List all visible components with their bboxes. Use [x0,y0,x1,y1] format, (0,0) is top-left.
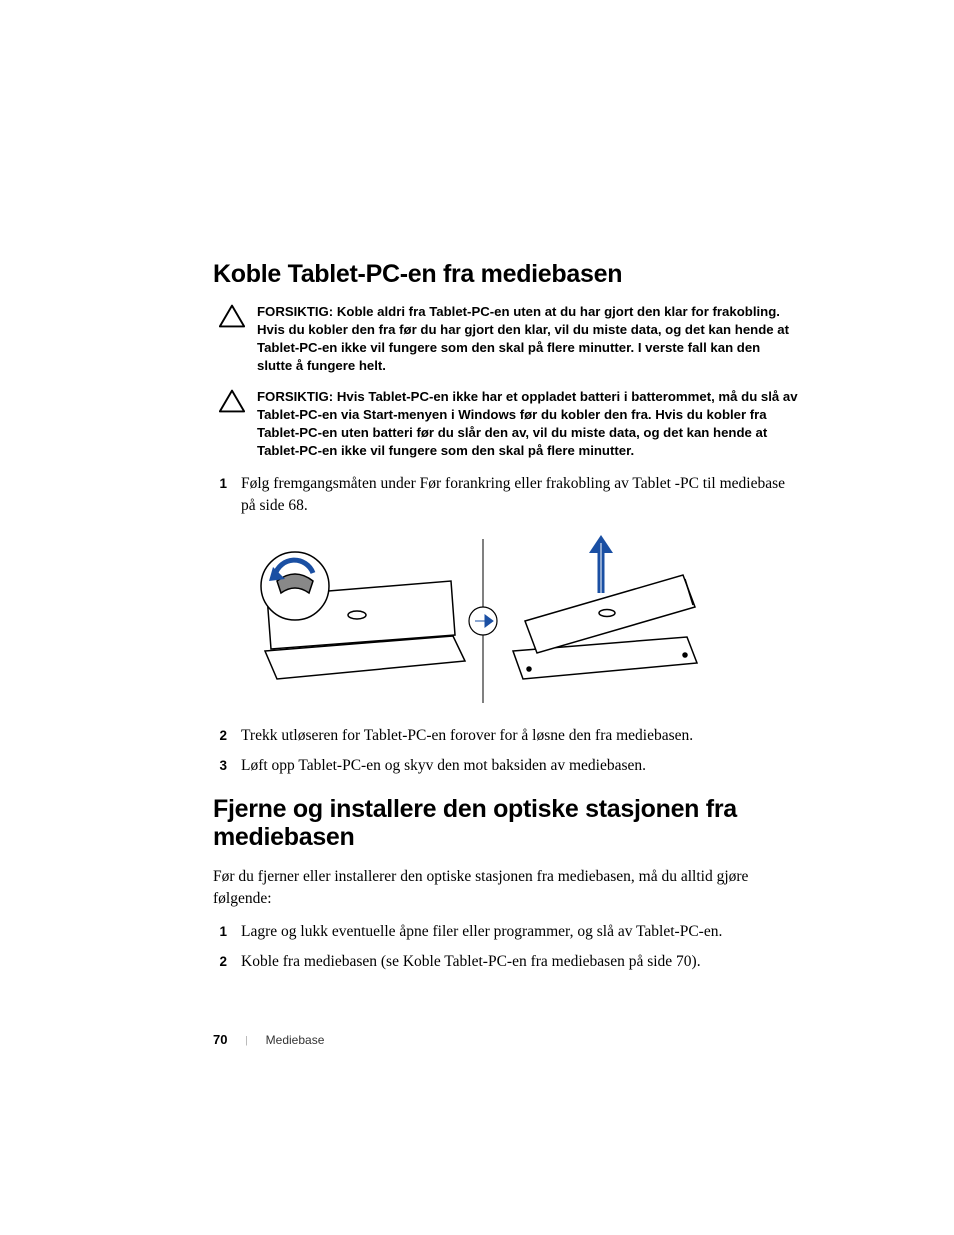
footer-divider: | [245,1034,247,1046]
steps-group-3: 1 Lagre og lukk eventuelle åpne filer el… [213,921,799,973]
step-item: 1 Følg fremgangsmåten under Før forankri… [213,473,799,517]
caution-body: Koble aldri fra Tablet-PC-en uten at du … [257,304,789,374]
undock-diagram [235,531,715,711]
step-number: 2 [213,952,227,971]
step-number: 2 [213,726,227,745]
step-item: 2 Koble fra mediebasen (se Koble Tablet-… [213,951,799,973]
heading-undock: Koble Tablet-PC-en fra mediebasen [213,260,799,289]
caution-icon [219,303,245,333]
caution-2: FORSIKTIG: Hvis Tablet-PC-en ikke har et… [213,388,799,461]
step-number: 1 [213,474,227,493]
step-number: 1 [213,922,227,941]
caution-1: FORSIKTIG: Koble aldri fra Tablet-PC-en … [213,303,799,376]
footer-section: Mediebase [266,1033,325,1047]
caution-icon [219,388,245,418]
step-item: 1 Lagre og lukk eventuelle åpne filer el… [213,921,799,943]
caution-1-text: FORSIKTIG: Koble aldri fra Tablet-PC-en … [257,303,799,376]
step-text: Koble fra mediebasen (se Koble Tablet-PC… [241,951,701,973]
start-menu-word: Start [363,407,393,422]
page-footer: 70 | Mediebase [213,1032,324,1047]
caution-label: FORSIKTIG: [257,389,333,404]
page-number: 70 [213,1032,227,1047]
caution-label: FORSIKTIG: [257,304,333,319]
step-item: 2 Trekk utløseren for Tablet-PC-en forov… [213,725,799,747]
heading-optical: Fjerne og installere den optiske stasjon… [213,795,799,853]
step-item: 3 Løft opp Tablet-PC-en og skyv den mot … [213,755,799,777]
steps-group-1: 1 Følg fremgangsmåten under Før forankri… [213,473,799,517]
step-text: Løft opp Tablet-PC-en og skyv den mot ba… [241,755,646,777]
step-text: Følg fremgangsmåten under Før forankring… [241,473,799,517]
steps-group-2: 2 Trekk utløseren for Tablet-PC-en forov… [213,725,799,777]
page-content: Koble Tablet-PC-en fra mediebasen FORSIK… [0,0,954,973]
intro-para: Før du fjerner eller installerer den opt… [213,866,799,911]
step-text: Trekk utløseren for Tablet-PC-en forover… [241,725,693,747]
step-text: Lagre og lukk eventuelle åpne filer elle… [241,921,722,943]
step-number: 3 [213,756,227,775]
caution-2-text: FORSIKTIG: Hvis Tablet-PC-en ikke har et… [257,388,799,461]
